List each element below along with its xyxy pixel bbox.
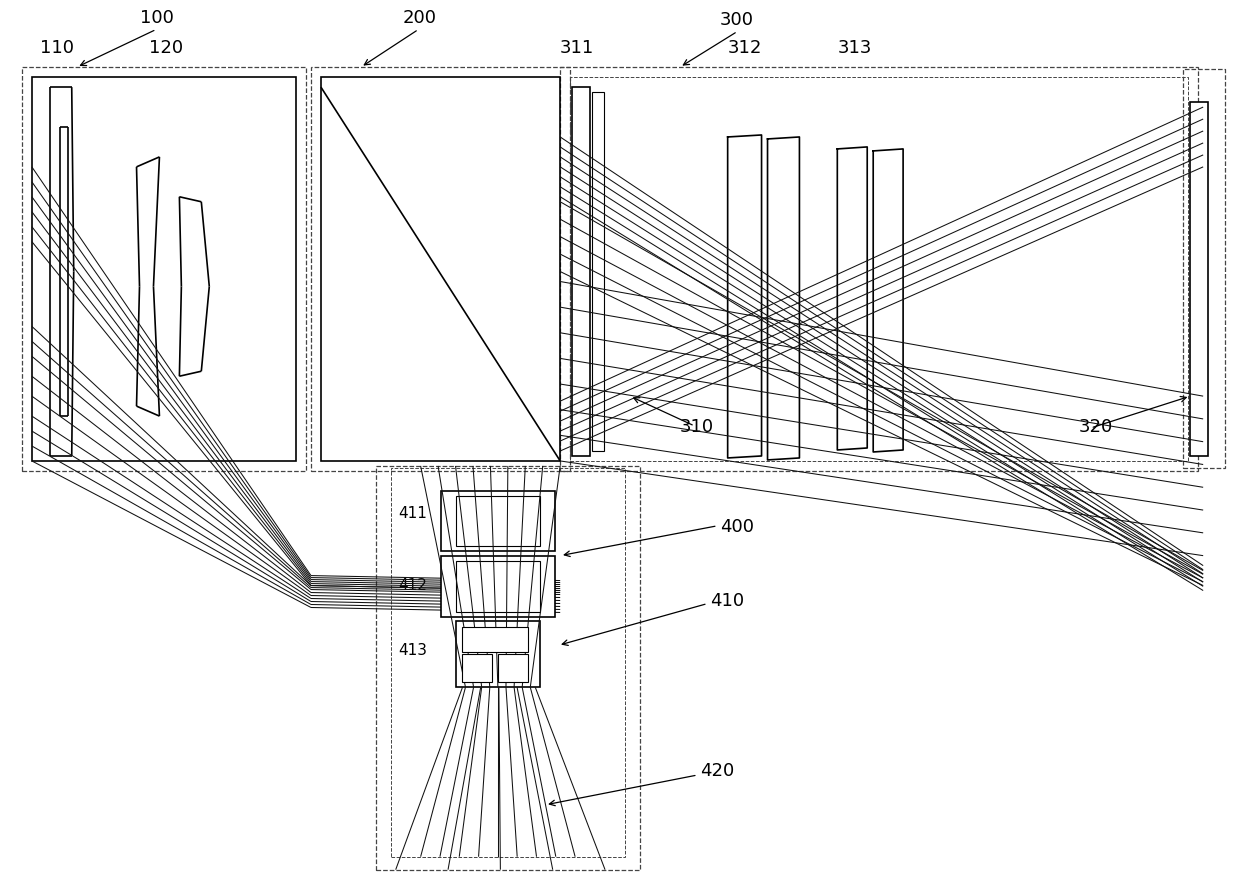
Bar bbox=[390, 468, 624, 857]
Bar bbox=[311, 67, 570, 471]
Bar bbox=[1183, 69, 1225, 468]
Bar bbox=[22, 67, 306, 471]
Text: 320: 320 bbox=[1079, 418, 1113, 436]
Bar bbox=[441, 491, 555, 551]
Text: 311: 311 bbox=[560, 39, 595, 58]
Text: 200: 200 bbox=[403, 10, 436, 27]
Text: 413: 413 bbox=[399, 643, 427, 657]
Bar bbox=[462, 627, 528, 652]
Bar bbox=[560, 67, 1198, 471]
Bar bbox=[592, 92, 605, 451]
Bar bbox=[456, 621, 540, 688]
Text: 313: 313 bbox=[838, 39, 872, 58]
Text: 120: 120 bbox=[150, 39, 183, 58]
Text: 310: 310 bbox=[680, 418, 714, 436]
Text: 420: 420 bbox=[700, 762, 733, 780]
Text: 412: 412 bbox=[399, 578, 427, 593]
Text: 312: 312 bbox=[727, 39, 762, 58]
Bar bbox=[456, 496, 540, 546]
Text: 110: 110 bbox=[40, 39, 74, 58]
Bar bbox=[456, 561, 540, 612]
Text: 400: 400 bbox=[720, 517, 753, 536]
Bar bbox=[32, 77, 296, 461]
Bar bbox=[321, 77, 560, 461]
Text: 411: 411 bbox=[399, 506, 427, 521]
Bar bbox=[375, 466, 639, 870]
Bar bbox=[1191, 102, 1208, 456]
Text: 300: 300 bbox=[720, 12, 753, 29]
Bar bbox=[498, 655, 528, 682]
Text: 410: 410 bbox=[710, 593, 743, 610]
Bar bbox=[570, 77, 1188, 461]
Bar bbox=[572, 87, 590, 456]
Bar bbox=[441, 556, 555, 618]
Text: 100: 100 bbox=[140, 10, 173, 27]
Bar bbox=[462, 655, 492, 682]
